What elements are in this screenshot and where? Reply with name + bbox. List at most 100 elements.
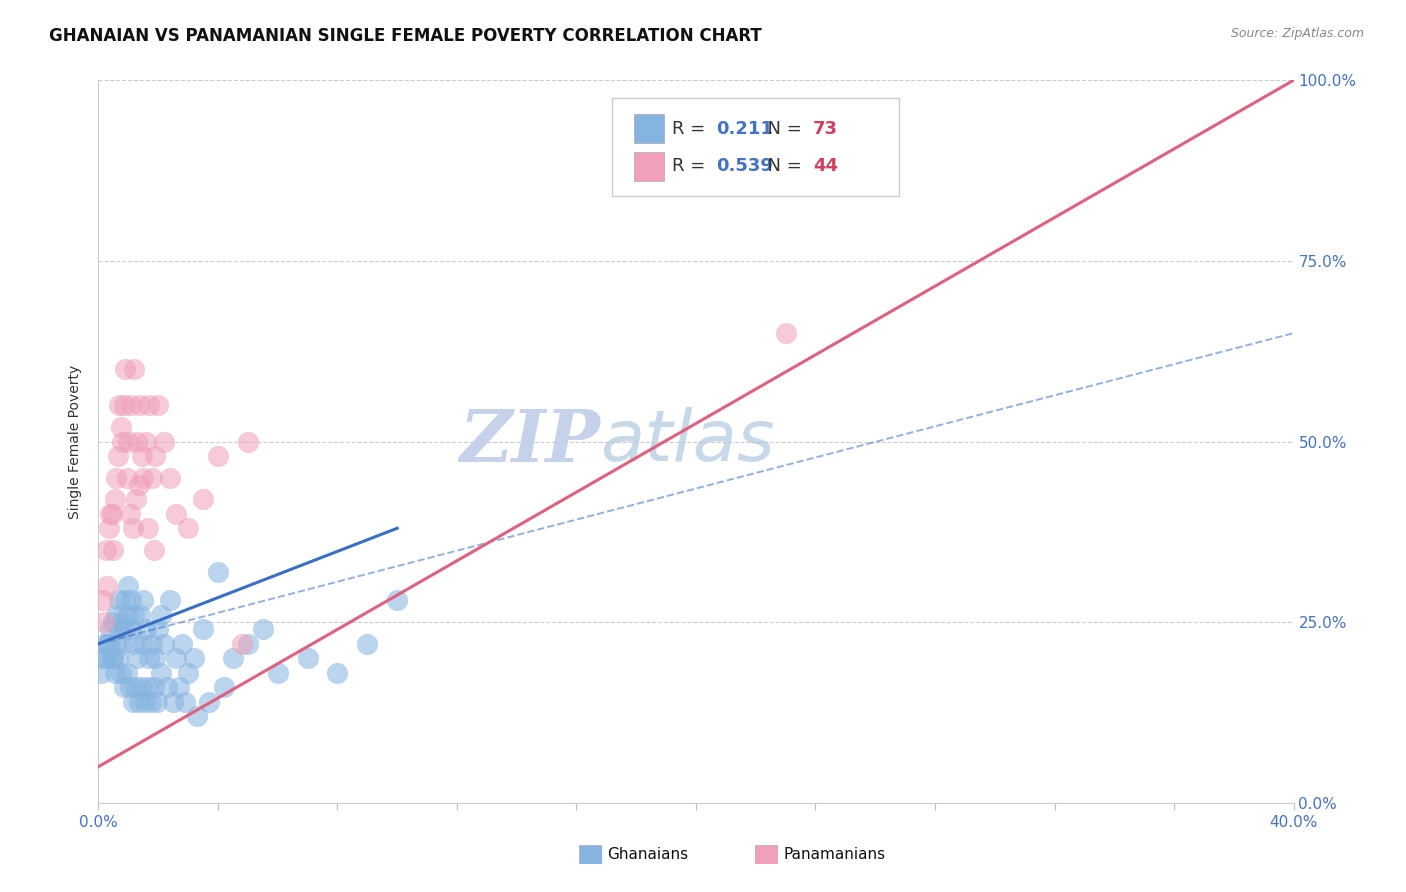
- Point: [131, 680, 153, 694]
- Point: [120, 623, 142, 637]
- Point: [132, 593, 155, 607]
- Point: [136, 680, 159, 694]
- Point: [252, 623, 274, 637]
- Point: [138, 651, 160, 665]
- Point: [172, 637, 194, 651]
- Point: [104, 665, 127, 680]
- Point: [108, 398, 131, 412]
- Point: [191, 492, 214, 507]
- Point: [132, 471, 155, 485]
- Text: R =: R =: [672, 120, 711, 138]
- Point: [111, 434, 134, 449]
- Point: [142, 680, 165, 694]
- Bar: [634, 114, 664, 144]
- Text: 0.539: 0.539: [716, 157, 773, 175]
- Point: [167, 680, 190, 694]
- Point: [90, 665, 112, 680]
- Point: [212, 680, 235, 694]
- Point: [267, 665, 290, 680]
- Text: 73: 73: [813, 120, 838, 138]
- Point: [135, 623, 157, 637]
- Point: [124, 362, 146, 376]
- Point: [207, 449, 229, 463]
- Point: [191, 623, 214, 637]
- Point: [297, 651, 319, 665]
- Point: [135, 434, 157, 449]
- Point: [91, 651, 114, 665]
- Point: [93, 637, 115, 651]
- Point: [177, 521, 200, 535]
- Point: [231, 637, 253, 651]
- Point: [120, 593, 142, 607]
- Point: [97, 637, 120, 651]
- Point: [177, 665, 200, 680]
- Point: [165, 651, 187, 665]
- Point: [117, 434, 139, 449]
- Point: [103, 615, 125, 630]
- Point: [186, 709, 208, 723]
- Bar: [634, 152, 664, 181]
- Point: [156, 680, 179, 694]
- Point: [174, 695, 197, 709]
- Point: [153, 637, 176, 651]
- Point: [145, 695, 167, 709]
- Point: [141, 471, 163, 485]
- Point: [129, 398, 152, 412]
- Point: [107, 449, 129, 463]
- Point: [385, 593, 409, 607]
- Point: [326, 665, 349, 680]
- Point: [94, 651, 117, 665]
- Point: [97, 521, 120, 535]
- Point: [125, 680, 148, 694]
- Point: [105, 637, 128, 651]
- Point: [128, 695, 150, 709]
- Point: [131, 449, 153, 463]
- Y-axis label: Single Female Poverty: Single Female Poverty: [69, 365, 83, 518]
- Point: [108, 623, 131, 637]
- Text: 44: 44: [813, 157, 838, 175]
- Text: 0.211: 0.211: [716, 120, 773, 138]
- Point: [114, 362, 136, 376]
- Point: [124, 607, 146, 622]
- Point: [115, 471, 138, 485]
- Point: [121, 695, 143, 709]
- Point: [150, 607, 173, 622]
- Text: N =: N =: [756, 120, 807, 138]
- Point: [118, 680, 141, 694]
- Point: [105, 471, 128, 485]
- Text: Ghanaians: Ghanaians: [607, 847, 689, 862]
- Point: [101, 651, 124, 665]
- Point: [134, 695, 156, 709]
- Point: [98, 623, 122, 637]
- Point: [112, 398, 135, 412]
- Point: [148, 398, 170, 412]
- Point: [143, 651, 166, 665]
- Point: [165, 507, 187, 521]
- Point: [111, 615, 134, 630]
- Point: [104, 492, 127, 507]
- Point: [141, 637, 163, 651]
- Point: [150, 665, 173, 680]
- Point: [207, 565, 229, 579]
- Text: N =: N =: [756, 157, 807, 175]
- Point: [117, 579, 139, 593]
- Point: [94, 542, 117, 557]
- Point: [139, 695, 162, 709]
- Point: [356, 637, 378, 651]
- Text: atlas: atlas: [600, 407, 775, 476]
- Point: [108, 593, 131, 607]
- Point: [114, 593, 136, 607]
- Point: [117, 607, 139, 622]
- Text: Panamanians: Panamanians: [783, 847, 886, 862]
- Point: [110, 665, 132, 680]
- Point: [142, 542, 165, 557]
- Text: ZIP: ZIP: [460, 406, 600, 477]
- Point: [124, 637, 146, 651]
- Point: [129, 607, 152, 622]
- Point: [120, 398, 142, 412]
- Point: [103, 651, 125, 665]
- Point: [121, 521, 143, 535]
- Point: [96, 579, 118, 593]
- Point: [143, 449, 166, 463]
- Point: [198, 695, 221, 709]
